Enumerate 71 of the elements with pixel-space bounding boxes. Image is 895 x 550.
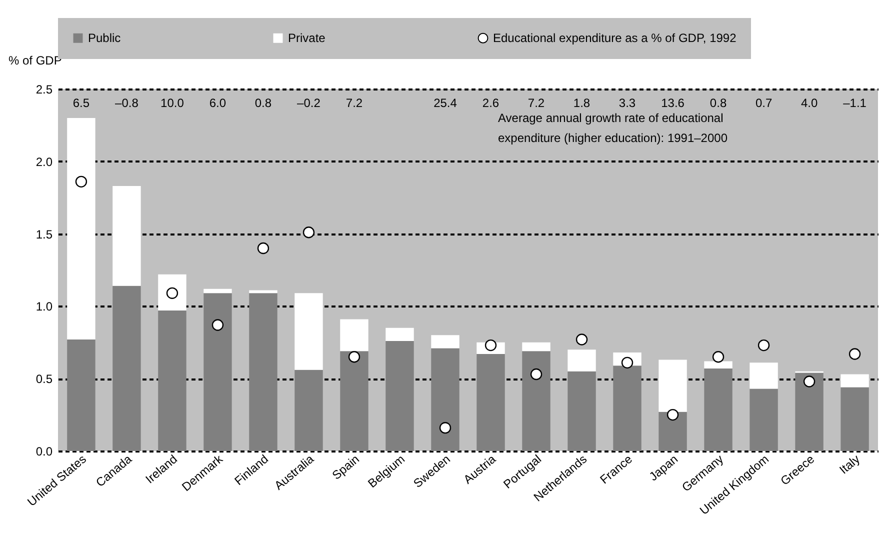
annotation: 7.2 <box>346 96 363 110</box>
bar <box>249 293 278 451</box>
annotation: 1.8 <box>573 96 590 110</box>
y-tick-label: 2.0 <box>36 154 53 169</box>
bar <box>522 342 550 352</box>
bar <box>67 118 96 340</box>
annotation: –1.1 <box>843 96 867 110</box>
annotation: 4.0 <box>800 96 818 110</box>
annotation: 6.5 <box>72 96 90 110</box>
annotation: 2.6 <box>482 96 500 110</box>
bar <box>704 368 732 451</box>
bar <box>431 348 460 451</box>
point <box>758 339 770 352</box>
annotation: 0.8 <box>710 96 727 110</box>
point <box>803 376 816 388</box>
annotation: –0.2 <box>297 96 321 110</box>
bar <box>568 371 596 451</box>
bar <box>67 340 96 451</box>
bar <box>431 335 460 348</box>
x-tick-label: Italy <box>836 452 863 477</box>
bar <box>294 293 323 370</box>
point <box>212 319 224 331</box>
annotation: 0.7 <box>755 96 772 110</box>
point <box>439 422 452 434</box>
annotation: –0.8 <box>115 96 139 110</box>
bar <box>158 310 186 451</box>
bar <box>840 387 869 451</box>
bar <box>658 412 687 451</box>
point <box>75 176 88 188</box>
y-tick-label: 1.0 <box>36 300 53 314</box>
annotation: Average annual growth rate of educational expenditure (higher education): 1991–2000 <box>498 111 728 145</box>
annotation: 3.3 <box>618 96 636 110</box>
point <box>530 368 542 380</box>
annotation: 6.0 <box>209 96 226 110</box>
point <box>484 339 497 352</box>
point <box>302 226 315 238</box>
bar <box>840 374 869 388</box>
bar <box>386 340 414 451</box>
y-tick-label: 0.5 <box>36 372 53 386</box>
point <box>576 334 588 346</box>
bar <box>204 288 232 294</box>
legend-label: Public <box>88 31 121 46</box>
bar <box>112 286 141 451</box>
legend-label: Educational expenditure as a % of GDP, 1992 <box>493 31 737 46</box>
legend-label: Private <box>288 31 326 46</box>
bar <box>340 351 368 451</box>
bar <box>568 350 596 372</box>
point <box>348 351 360 363</box>
y-tick-label: 1.5 <box>36 227 53 242</box>
annotation: 13.6 <box>661 96 685 110</box>
bar <box>386 328 414 341</box>
point <box>666 408 679 421</box>
y-tick-label: 0.0 <box>36 444 53 458</box>
annotation: 7.2 <box>528 96 545 110</box>
bar <box>158 274 186 311</box>
bar <box>294 370 323 451</box>
annotation: 0.8 <box>254 96 272 110</box>
point <box>257 242 270 254</box>
bar <box>795 372 824 451</box>
bar <box>750 362 778 389</box>
y-tick-label: 2.5 <box>36 82 53 96</box>
point <box>712 351 724 363</box>
annotation: 25.4 <box>434 96 458 110</box>
point <box>848 348 861 360</box>
bar <box>522 351 550 451</box>
bar <box>476 354 505 451</box>
bar <box>112 186 141 286</box>
bar <box>750 388 778 451</box>
annotation: 10.0 <box>160 96 184 110</box>
bar <box>613 366 642 451</box>
bar <box>204 293 232 451</box>
